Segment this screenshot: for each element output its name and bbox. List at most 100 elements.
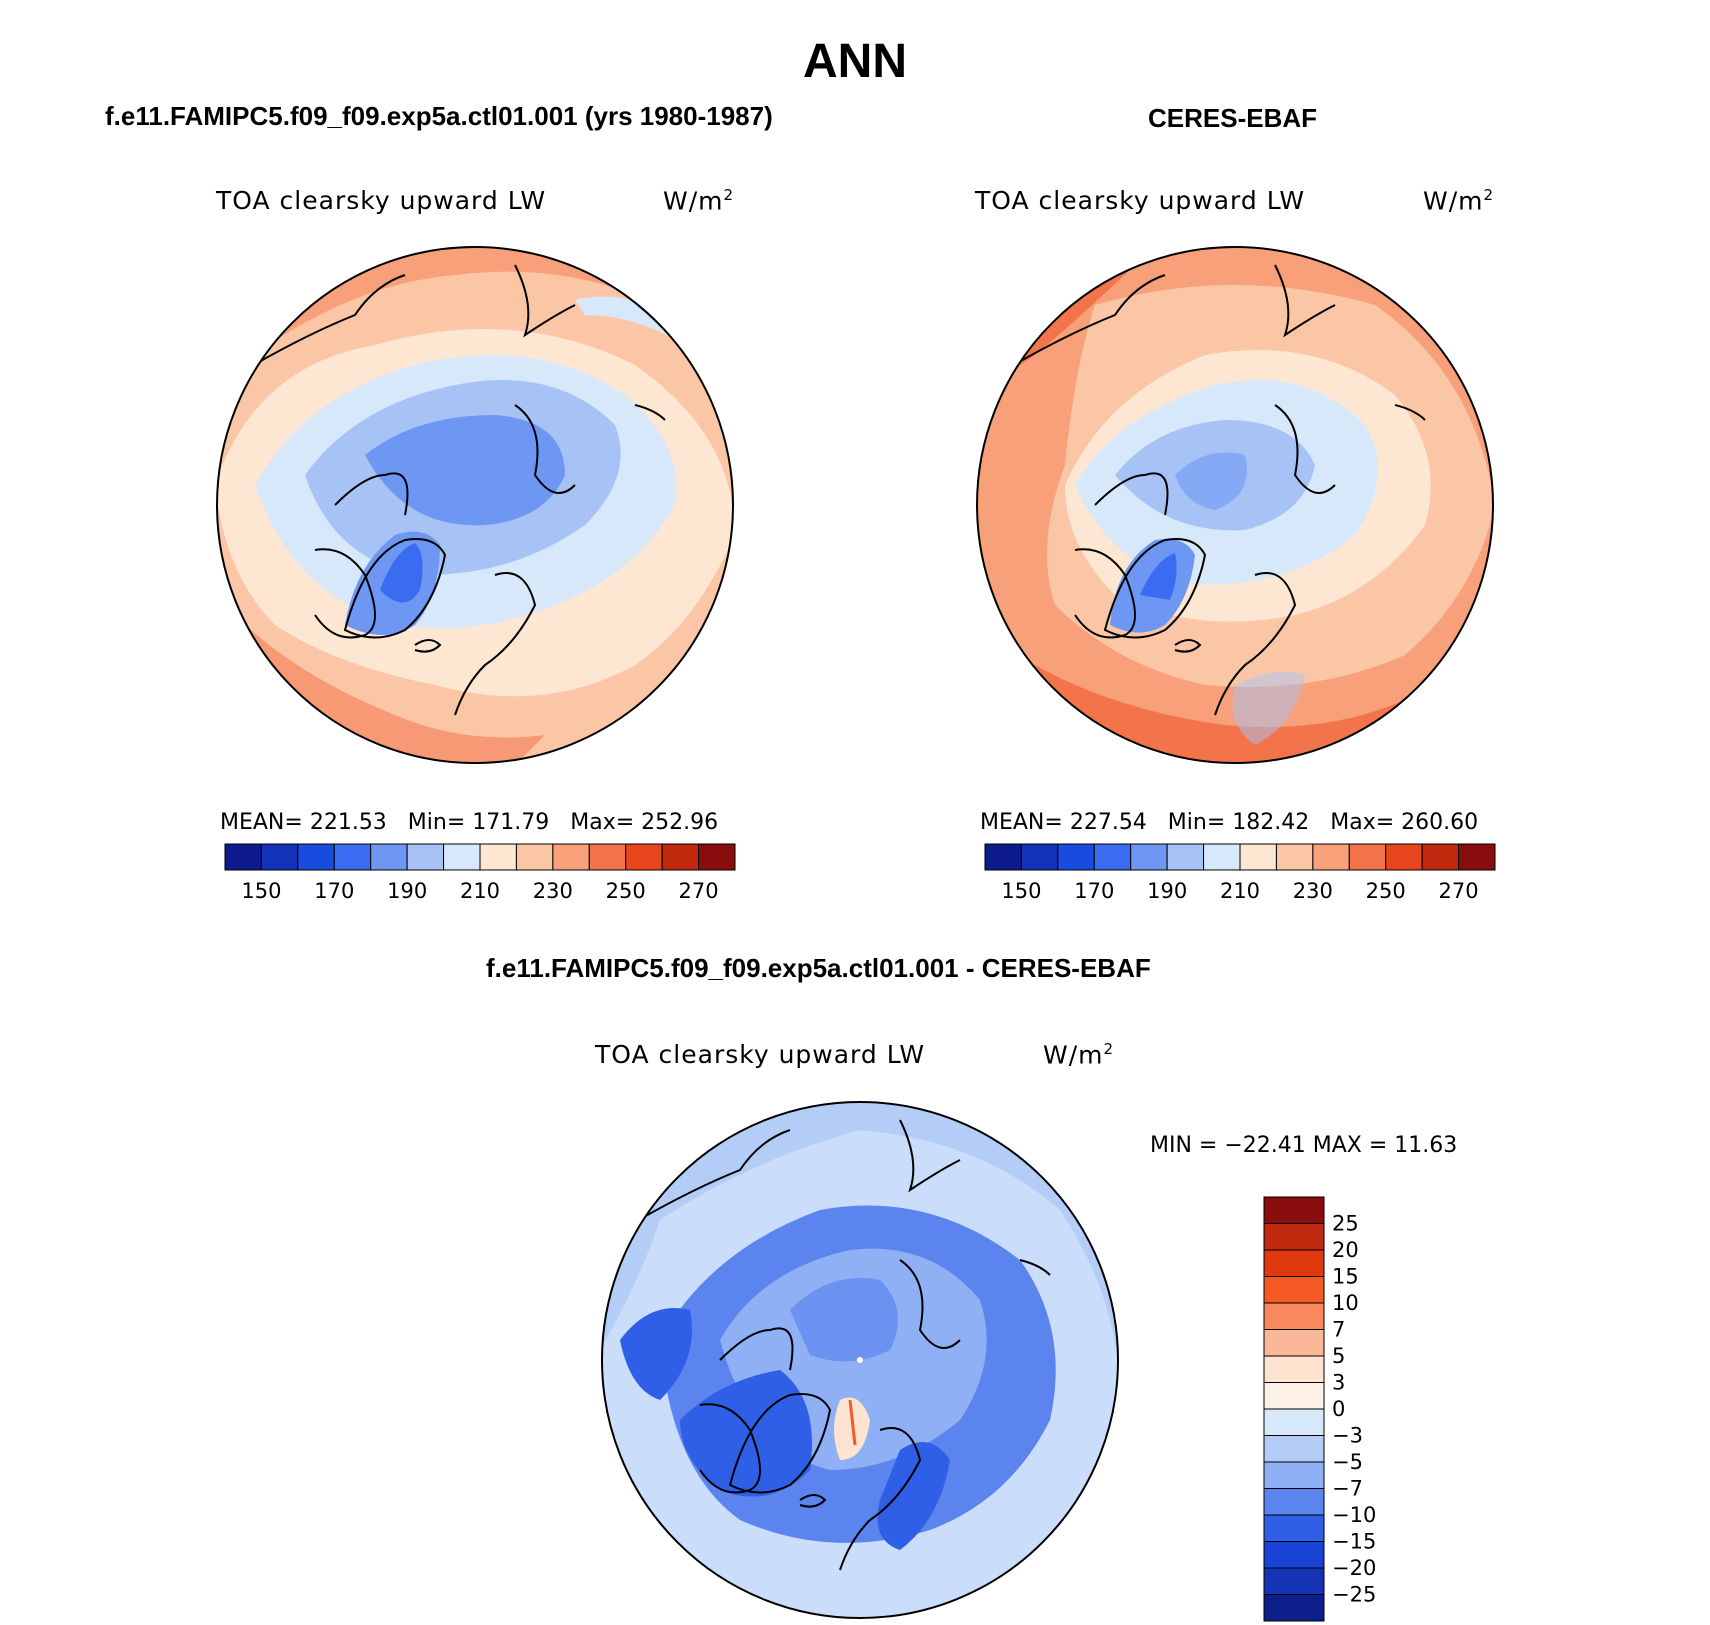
colorbar-ceres-tick-label: 150 xyxy=(1001,879,1041,903)
panel-1-title: f.e11.FAMIPC5.f09_f09.exp5a.ctl01.001 (y… xyxy=(105,101,773,131)
colorbar-difference-tick-label: 25 xyxy=(1332,1212,1359,1236)
colorbar-difference-swatch xyxy=(1263,1196,1325,1224)
colorbar-model-swatch xyxy=(552,843,590,871)
colorbar-model-tick-label: 230 xyxy=(533,879,573,903)
colorbar-ceres-tick-label: 270 xyxy=(1439,879,1479,903)
colorbar-difference-swatch xyxy=(1263,1355,1325,1383)
colorbar-model-tick-label: 150 xyxy=(241,879,281,903)
colorbar-model-swatch xyxy=(479,843,517,871)
colorbar-ceres: 150170190210230250270290 xyxy=(984,843,1496,903)
colorbar-ceres-swatch xyxy=(1312,843,1350,871)
map-ceres-coastlines xyxy=(1004,264,1426,716)
colorbar-difference-swatch xyxy=(1263,1435,1325,1463)
colorbar-difference-swatch xyxy=(1263,1223,1325,1251)
map-model-field xyxy=(217,247,733,763)
diff-panel-title: f.e11.FAMIPC5.f09_f09.exp5a.ctl01.001 - … xyxy=(486,953,1151,983)
panel-1-field-label: TOA clearsky upward LW xyxy=(216,186,547,215)
colorbar-model-tick-label: 170 xyxy=(314,879,354,903)
colorbar-difference-swatch xyxy=(1263,1329,1325,1357)
colorbar-ceres-swatch xyxy=(1275,843,1314,871)
colorbar-ceres-tick-label: 210 xyxy=(1220,879,1260,903)
colorbar-difference-tick-label: 0 xyxy=(1332,1397,1345,1421)
colorbar-ceres-swatch xyxy=(1057,843,1095,871)
map-difference-border xyxy=(601,1101,1119,1619)
diff-minmax: MIN = −22.41 MAX = 11.63 xyxy=(1150,1133,1458,1158)
colorbar-difference-swatch xyxy=(1263,1514,1325,1542)
colorbar-difference-tick-label: 15 xyxy=(1332,1265,1359,1289)
colorbar-difference-tick-label: −25 xyxy=(1332,1583,1376,1607)
colorbar-model-swatch xyxy=(515,843,554,871)
colorbar-model-tick-label: 270 xyxy=(679,879,719,903)
colorbar-model-swatch xyxy=(333,843,372,871)
diff-field-label: TOA clearsky upward LW xyxy=(595,1040,926,1069)
colorbar-difference-swatch xyxy=(1263,1302,1325,1330)
colorbar-model-swatch xyxy=(661,843,700,871)
panel-2-units: W/m2 xyxy=(1423,186,1495,216)
colorbar-difference-swatch xyxy=(1263,1488,1325,1516)
colorbar-difference-swatch xyxy=(1263,1541,1325,1569)
colorbar-model-swatch xyxy=(698,843,736,871)
colorbar-difference-tick-label: 5 xyxy=(1332,1344,1345,1368)
colorbar-model-swatch xyxy=(443,843,481,871)
panel-2-stats: MEAN= 227.54 Min= 182.42 Max= 260.60 xyxy=(980,810,1479,835)
colorbar-ceres-swatch xyxy=(1130,843,1168,871)
panel-1-stats: MEAN= 221.53 Min= 171.79 Max= 252.96 xyxy=(220,810,719,835)
colorbar-model-swatch xyxy=(406,843,445,871)
colorbar-ceres-tick-label: 170 xyxy=(1074,879,1114,903)
colorbar-ceres-swatch xyxy=(1421,843,1460,871)
colorbar-model-swatch xyxy=(588,843,627,871)
colorbar-difference-swatch xyxy=(1263,1408,1325,1436)
map-difference-coastlines xyxy=(629,1119,1051,1571)
colorbar-difference-tick-label: −20 xyxy=(1332,1556,1376,1580)
map-ceres xyxy=(976,246,1494,764)
colorbar-ceres-tick-label: 190 xyxy=(1147,879,1187,903)
colorbar-difference-tick-label: −3 xyxy=(1332,1424,1363,1448)
colorbar-difference-tick-label: −10 xyxy=(1332,1503,1376,1527)
colorbar-difference-tick-label: −5 xyxy=(1332,1450,1363,1474)
colorbar-model-swatch xyxy=(224,843,262,871)
colorbar-difference-tick-label: 20 xyxy=(1332,1238,1359,1262)
colorbar-model-tick-label: 190 xyxy=(387,879,427,903)
colorbar-model-tick-label: 250 xyxy=(606,879,646,903)
colorbar-ceres-swatch xyxy=(1385,843,1423,871)
colorbar-difference-swatch xyxy=(1263,1594,1325,1622)
colorbar-difference-tick-label: −15 xyxy=(1332,1530,1376,1554)
colorbar-difference-swatch xyxy=(1263,1249,1325,1277)
colorbar-difference-swatch xyxy=(1263,1461,1325,1489)
colorbar-model-swatch xyxy=(625,843,663,871)
colorbar-ceres-tick-label: 230 xyxy=(1293,879,1333,903)
colorbar-model: 150170190210230250270290 xyxy=(224,843,736,903)
colorbar-difference-swatch xyxy=(1263,1382,1325,1410)
colorbar-difference-tick-label: 7 xyxy=(1332,1318,1345,1342)
colorbar-ceres-swatch xyxy=(984,843,1022,871)
colorbar-difference-swatch xyxy=(1263,1276,1325,1304)
colorbar-model-swatch xyxy=(297,843,335,871)
panel-2-field-label: TOA clearsky upward LW xyxy=(975,186,1306,215)
colorbar-ceres-swatch xyxy=(1166,843,1205,871)
map-model-coastlines xyxy=(244,264,666,716)
figure-title: ANN xyxy=(803,35,907,88)
map-model xyxy=(216,246,734,764)
map-difference xyxy=(601,1101,1119,1619)
pole-marker xyxy=(857,1357,863,1363)
colorbar-difference-swatch xyxy=(1263,1567,1325,1595)
map-ceres-border xyxy=(976,246,1494,764)
colorbar-difference-tick-label: 10 xyxy=(1332,1291,1359,1315)
map-model-border xyxy=(216,246,734,764)
colorbar-difference-tick-label: 3 xyxy=(1332,1371,1345,1395)
colorbar-ceres-swatch xyxy=(1239,843,1277,871)
diff-units: W/m2 xyxy=(1043,1040,1115,1070)
colorbar-difference-tick-label: −7 xyxy=(1332,1477,1363,1501)
colorbar-ceres-tick-label: 250 xyxy=(1366,879,1406,903)
panel-1-units: W/m2 xyxy=(663,186,735,216)
colorbar-model-tick-label: 210 xyxy=(460,879,500,903)
colorbar-ceres-swatch xyxy=(1458,843,1496,871)
colorbar-ceres-swatch xyxy=(1093,843,1132,871)
panel-2-title: CERES-EBAF xyxy=(1148,103,1318,133)
colorbar-model-swatch xyxy=(260,843,299,871)
colorbar-ceres-swatch xyxy=(1203,843,1241,871)
colorbar-ceres-swatch xyxy=(1020,843,1059,871)
colorbar-ceres-swatch xyxy=(1348,843,1387,871)
colorbar-model-swatch xyxy=(370,843,408,871)
